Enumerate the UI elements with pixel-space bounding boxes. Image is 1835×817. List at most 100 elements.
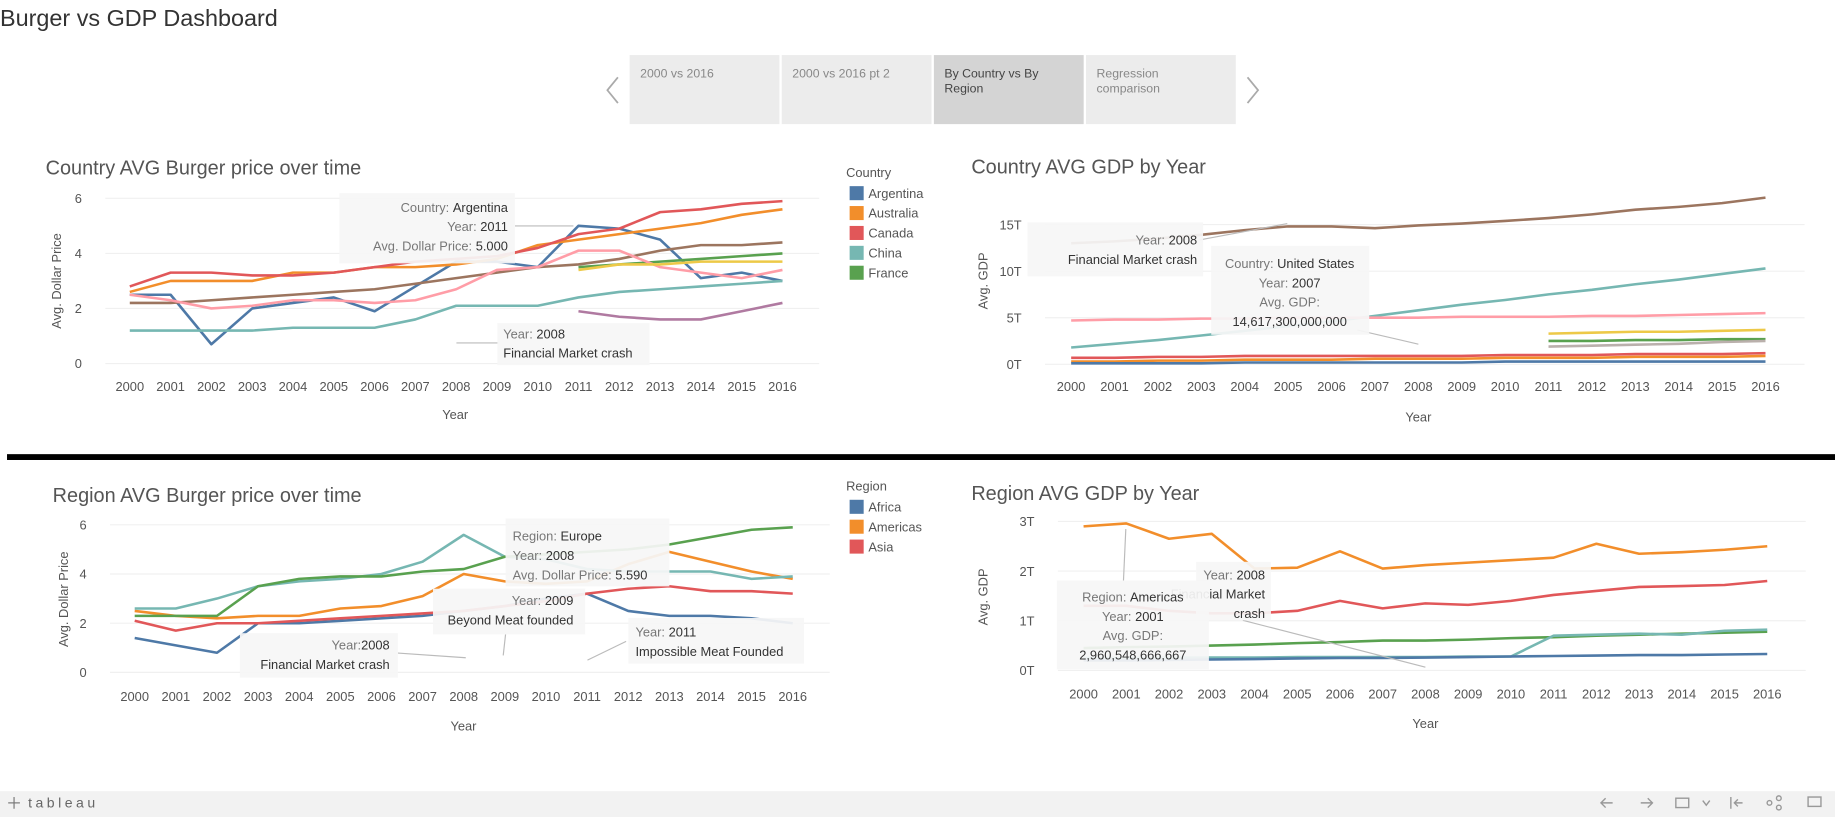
annotation-line: 14,617,300,000,000 <box>1232 314 1346 329</box>
x-tick-label: 2003 <box>244 689 273 704</box>
annotation: Country: Argentina Year: 2011 Avg. Dollar … <box>339 193 574 264</box>
series-line <box>129 279 783 332</box>
x-tick-label: 2015 <box>737 689 766 704</box>
x-tick-label: 2007 <box>408 689 437 704</box>
legend-swatch <box>849 186 864 201</box>
chart: Country AVG GDP by Year Avg. GDP Year 0T 5T 1… <box>971 156 1805 424</box>
annotation-line: Year: 2009 <box>512 593 574 608</box>
x-tick-label: 2012 <box>1582 687 1611 702</box>
legend-label: Canada <box>868 226 914 241</box>
series-line <box>1071 351 1766 360</box>
tableau-logo <box>8 797 20 809</box>
annotation: Year:2008 Financial Market crash <box>239 633 466 678</box>
annotation-leader <box>587 640 627 661</box>
annotation-box <box>1027 222 1204 277</box>
chart: Region AVG GDP by Year Avg. GDP Year 0T 1T 2T… <box>971 483 1806 731</box>
annotation-text: Year: <box>1102 609 1135 624</box>
chart-title: Country AVG Burger price over time <box>46 157 362 179</box>
x-tick-label: 2005 <box>319 379 348 394</box>
y-tick-label: 0 <box>75 356 82 371</box>
x-tick-label: 2005 <box>1283 687 1312 702</box>
x-tick-label: 2015 <box>727 379 756 394</box>
tab[interactable]: 2000 vs 2016 pt 2 <box>781 55 932 125</box>
y-tick-label: 2 <box>75 301 82 316</box>
annotation-line: Beyond Meat founded <box>448 612 574 627</box>
y-axis-label: Avg. GDP <box>976 252 991 309</box>
x-tick-label: 2004 <box>1230 379 1259 394</box>
series-line <box>1071 354 1766 363</box>
tab-label: 2000 vs 2016 pt 2 <box>792 66 890 80</box>
series-line <box>1548 328 1766 335</box>
chart: Country AVG Burger price over time Avg. D… <box>46 157 925 422</box>
tab[interactable]: 2000 vs 2016 <box>629 55 780 125</box>
x-axis-label: Year <box>442 407 469 422</box>
annotation-text: Impossible Meat Founded <box>635 644 783 659</box>
annotation-line: Country: Argentina <box>401 200 509 215</box>
legend-swatch <box>849 519 864 534</box>
series-line <box>1548 339 1766 348</box>
tab[interactable]: By Country vs By Region <box>933 55 1084 125</box>
footer-controls[interactable] <box>1599 795 1822 811</box>
tab-prev-arrow[interactable] <box>606 76 619 104</box>
x-tick-label: 2007 <box>401 379 430 394</box>
tab-label: Region <box>944 82 983 96</box>
x-tick-label: 2010 <box>1497 687 1526 702</box>
x-tick-label: 2015 <box>1710 687 1739 702</box>
annotation-text: Year: <box>635 625 668 640</box>
x-axis-label: Year <box>450 718 477 733</box>
tab-label: Regression <box>1097 66 1159 80</box>
y-tick-label: 0 <box>79 665 86 680</box>
tab[interactable]: Regression comparison <box>1086 55 1236 125</box>
annotation-line: Year: 2011 <box>447 219 508 234</box>
annotation-line: Avg. Dollar Price: 5.000 <box>373 239 508 254</box>
annotation-box <box>505 518 670 587</box>
annotation-text: Year: <box>503 326 536 341</box>
annotation-box <box>497 323 650 366</box>
annotation-text: Financial Market crash <box>260 657 389 672</box>
annotation-line: Avg. Dollar Price: 5.590 <box>513 567 648 582</box>
chart-title: Region AVG Burger price over time <box>53 485 362 507</box>
x-tick-label: 2002 <box>1144 379 1173 394</box>
series-line <box>578 260 783 272</box>
annotation-text: 2001 <box>1135 609 1164 624</box>
x-tick-label: 2004 <box>279 379 308 394</box>
annotation-text: Financial Market crash <box>1068 252 1197 267</box>
legend-swatch <box>849 265 864 280</box>
y-axis-label: Avg. Dollar Price <box>56 551 71 647</box>
annotation-line: Financial Market crash <box>503 346 632 361</box>
x-tick-label: 2007 <box>1361 379 1390 394</box>
annotation-text: Avg. Dollar Price: <box>513 567 616 582</box>
x-tick-label: 2011 <box>1535 379 1563 394</box>
annotation-line: Avg. GDP: <box>1259 295 1320 310</box>
series-line <box>129 208 783 294</box>
annotation-line: Year: 2008 <box>503 326 565 341</box>
annotation-text: Year: <box>332 638 362 653</box>
x-tick-label: 2014 <box>1664 379 1693 394</box>
x-tick-label: 2003 <box>1197 687 1226 702</box>
y-tick-label: 1T <box>1020 613 1035 628</box>
legend-swatch <box>849 539 864 554</box>
y-tick-label: 3T <box>1020 514 1035 529</box>
annotation-box <box>1211 245 1370 335</box>
x-tick-label: 2009 <box>491 689 520 704</box>
annotation-line: Year: 2001 <box>1102 609 1164 624</box>
x-tick-label: 2009 <box>1454 687 1483 702</box>
x-tick-label: 2011 <box>565 379 593 394</box>
x-tick-label: 2000 <box>115 379 144 394</box>
annotation-text: crash <box>1234 606 1265 621</box>
annotation-line: Financial Market crash <box>260 657 389 672</box>
tab-next-arrow[interactable] <box>1246 76 1260 104</box>
annotation-line: Country: United States <box>1225 256 1354 271</box>
y-axis-label: Avg. GDP <box>976 568 991 625</box>
x-tick-label: 2005 <box>326 689 355 704</box>
annotation-line: Impossible Meat Founded <box>635 644 783 659</box>
legend-swatch <box>849 499 864 514</box>
annotation-text: 2007 <box>1292 275 1321 290</box>
x-tick-label: 2002 <box>197 379 226 394</box>
x-tick-label: 2013 <box>1625 687 1654 702</box>
x-tick-label: 2009 <box>483 379 512 394</box>
x-tick-label: 2001 <box>1100 379 1129 394</box>
series-line <box>1071 360 1766 365</box>
annotation-box <box>628 617 804 664</box>
x-tick-label: 2004 <box>285 689 314 704</box>
